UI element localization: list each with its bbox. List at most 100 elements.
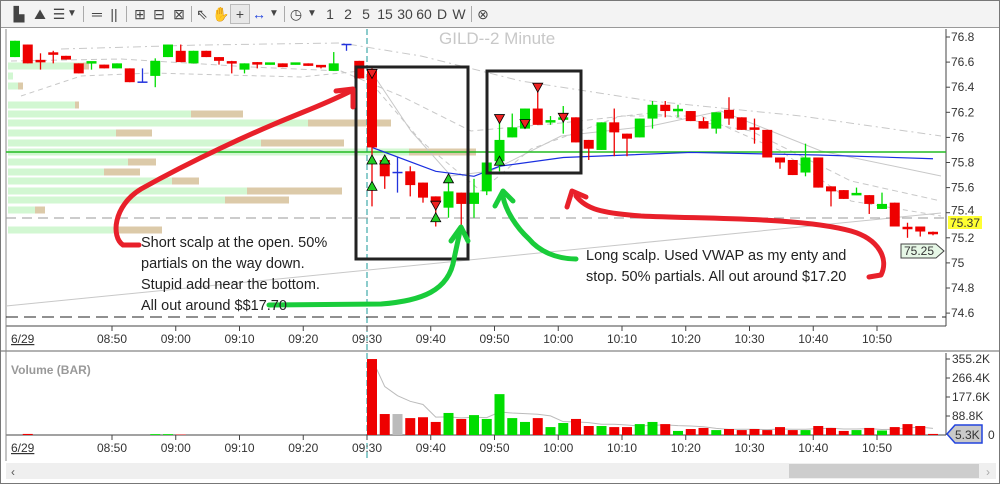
interval-D[interactable]: D	[436, 6, 448, 22]
equal-icon[interactable]: ═	[92, 6, 102, 22]
scroll-right-icon[interactable]: ›	[986, 465, 990, 479]
interval-15[interactable]: 15	[377, 6, 393, 22]
volume-bar	[545, 427, 556, 435]
sell-triangle-icon	[519, 119, 531, 130]
volume-profile-buy-bar	[8, 158, 128, 166]
clock-icon[interactable]: ◷	[289, 6, 303, 22]
candle-body	[545, 120, 556, 123]
candle-body	[787, 159, 798, 176]
candle	[35, 53, 46, 70]
volume-profile-buy-bar	[8, 101, 75, 109]
interval-1[interactable]: 1	[326, 6, 334, 22]
candle-body	[22, 44, 33, 64]
time-label: 09:10	[224, 441, 254, 455]
volume-bar	[481, 418, 492, 435]
hand-icon[interactable]: ✋	[212, 6, 230, 22]
arrowhead-icon	[492, 188, 516, 209]
candle-body	[494, 139, 505, 162]
interval-5[interactable]: 5	[362, 6, 370, 22]
candle	[749, 118, 760, 144]
pause-icon[interactable]: ||	[110, 6, 118, 22]
candle	[418, 182, 428, 203]
green-arrow-short	[266, 228, 463, 308]
candle-body	[762, 129, 773, 158]
interval-60[interactable]: 60	[416, 6, 432, 22]
candle-body	[214, 57, 224, 61]
candle-body	[775, 157, 785, 163]
candle	[214, 57, 224, 65]
volume-bar	[838, 430, 849, 435]
candle-body	[609, 122, 620, 133]
dropdown-icon[interactable]: ▼	[307, 8, 317, 19]
green-arrow-long	[500, 194, 579, 262]
price-tick-label: 75.4	[951, 204, 975, 218]
scrollbar-thumb[interactable]	[789, 464, 979, 478]
time-label: 09:30	[352, 332, 382, 346]
candle	[736, 117, 747, 130]
candle-body	[851, 192, 862, 196]
candle	[762, 129, 773, 158]
time-label: 09:40	[416, 441, 446, 455]
candle	[290, 62, 301, 65]
volume-profile-buy-bar	[8, 110, 191, 118]
dropdown-icon[interactable]: ▼	[269, 8, 279, 19]
interval-30[interactable]: 30	[397, 6, 413, 22]
candle	[571, 117, 581, 143]
time-label: 10:50	[862, 332, 892, 346]
candle-body	[724, 109, 734, 119]
price-tick-label: 75.2	[951, 231, 975, 245]
candle	[826, 186, 836, 207]
candle-body	[188, 50, 199, 64]
interval-2[interactable]: 2	[344, 6, 352, 22]
candle	[532, 87, 543, 125]
vwap-line	[371, 146, 934, 177]
interval-W[interactable]: W	[452, 6, 466, 22]
crosshair-icon[interactable]: +	[230, 4, 250, 24]
candle	[226, 60, 237, 74]
note-line: Short scalp at the open. 50%	[141, 235, 328, 251]
volume-profile-buy-bar	[8, 206, 35, 214]
candle	[622, 133, 632, 157]
candle-body	[520, 108, 530, 129]
candle	[673, 104, 683, 118]
price-tick-label: 75	[951, 256, 965, 270]
volume-bar	[622, 427, 632, 435]
close-circle-icon[interactable]: ⊗	[477, 6, 489, 22]
volume-bar	[660, 424, 671, 435]
time-label: 10:00	[543, 332, 573, 346]
pointer-icon[interactable]: ⇖	[196, 6, 208, 22]
volume-bar	[405, 418, 416, 435]
candle	[303, 63, 314, 66]
candle-body	[532, 108, 543, 125]
candle-body	[456, 192, 467, 204]
candle-body	[48, 52, 59, 55]
volume-bar	[367, 359, 377, 435]
volume-profile-sell-bar	[35, 206, 45, 214]
dropdown-icon[interactable]: ▼	[67, 8, 77, 19]
zoom-in-box-icon[interactable]: ⊞	[134, 6, 146, 22]
measure-icon[interactable]: ↔	[252, 6, 266, 22]
candle	[137, 68, 148, 83]
time-label: 09:00	[161, 332, 191, 346]
list-icon[interactable]: ☰	[52, 6, 66, 22]
last-price-tag	[900, 243, 945, 259]
volume-bar	[787, 430, 798, 435]
volume-profile-buy-bar	[8, 62, 83, 70]
mountain-chart-icon[interactable]: ⛰	[34, 6, 46, 22]
candle	[647, 101, 658, 129]
candle	[711, 112, 722, 134]
volume-profile-buy-bar	[8, 187, 247, 195]
candle-body	[800, 157, 811, 173]
candle	[507, 113, 518, 138]
volume-bar	[724, 429, 734, 435]
time-label: 09:00	[161, 441, 191, 455]
scroll-left-icon[interactable]: ‹	[11, 465, 15, 479]
time-label: 09:50	[479, 441, 509, 455]
zoom-out-box-icon[interactable]: ⊟	[153, 6, 165, 22]
sell-triangle-icon	[557, 112, 569, 124]
volume-bar	[826, 427, 836, 435]
horizontal-scrollbar[interactable]	[6, 463, 996, 479]
bar-chart-icon[interactable]: ▙	[13, 6, 25, 22]
zoom-fit-icon[interactable]: ⊠	[173, 6, 185, 22]
